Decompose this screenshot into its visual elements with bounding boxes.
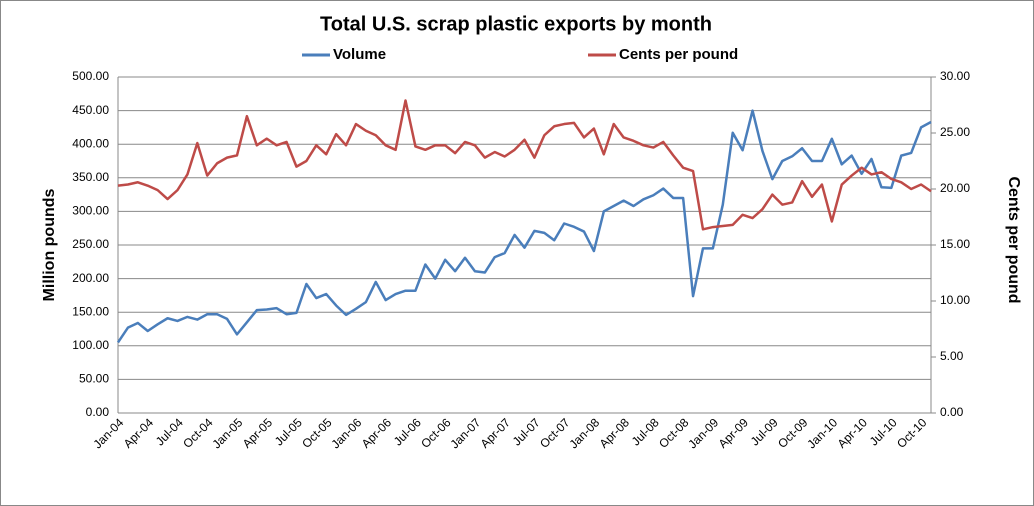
chart-title: Total U.S. scrap plastic exports by mont… — [320, 13, 712, 35]
y2-tick-label: 20.00 — [940, 181, 970, 195]
y-tick-label: 300.00 — [72, 204, 109, 218]
legend-label: Volume — [333, 46, 386, 63]
y-tick-label: 250.00 — [72, 237, 109, 251]
y2-tick-label: 15.00 — [940, 237, 970, 251]
y-tick-label: 500.00 — [72, 69, 109, 83]
y-tick-label: 200.00 — [72, 271, 109, 285]
y2-tick-label: 25.00 — [940, 125, 970, 139]
y2-tick-label: 0.00 — [940, 405, 964, 419]
series-line — [116, 109, 932, 344]
y2-tick-label: 30.00 — [940, 69, 970, 83]
legend-label: Cents per pound — [619, 46, 738, 63]
y-tick-label: 0.00 — [86, 405, 110, 419]
y2-tick-label: 10.00 — [940, 293, 970, 307]
y2-tick-label: 5.00 — [940, 349, 964, 363]
y-tick-label: 150.00 — [72, 304, 109, 318]
y-axis-title: Million pounds — [41, 188, 58, 301]
y-tick-label: 450.00 — [72, 103, 109, 117]
y-tick-label: 50.00 — [79, 372, 109, 386]
y-tick-label: 400.00 — [72, 136, 109, 150]
series-line — [117, 99, 932, 231]
y-tick-label: 350.00 — [72, 170, 109, 184]
y-tick-label: 100.00 — [72, 338, 109, 352]
y2-axis-title: Cents per pound — [1005, 176, 1022, 303]
